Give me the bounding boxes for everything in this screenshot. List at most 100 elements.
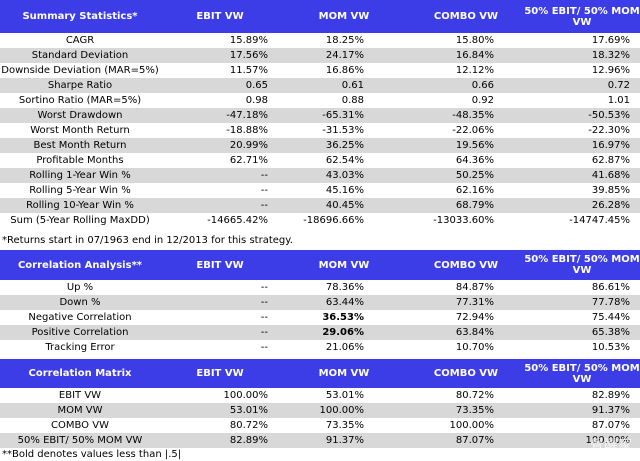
table-row: Profitable Months 62.71% 62.54% 64.36% 62.87… [0,153,640,168]
table-cell: -- [260,342,268,353]
table-cell: 91.37% [591,405,630,416]
table-row: 50% EBIT/ 50% MOM VW 82.89% 91.37% 87.07% 10… [0,433,640,448]
matrix-header-mom: MOM VW [318,368,370,379]
table-cell: 78.36% [325,282,364,293]
row-label: Down % [59,297,101,308]
row-label: MOM VW [57,405,103,416]
row-label: Profitable Months [36,155,124,166]
summary-header-ebit: EBIT VW [196,11,244,22]
table-row: MOM VW 53.01% 100.00% 73.35% 91.37% [0,403,640,418]
table-cell: 0.88 [341,95,364,106]
table-row: Worst Drawdown -47.18% -65.31% -48.35% -50.5… [0,108,640,123]
table-cell: -- [260,312,268,323]
table-cell: 50.25% [455,170,494,181]
table-cell: 63.84% [455,327,494,338]
row-label: Rolling 1-Year Win % [29,170,131,181]
table-cell: 43.03% [325,170,364,181]
correlation-header-blend: 50% EBIT/ 50% MOM VW [524,254,640,276]
table-cell: 0.65 [245,80,268,91]
table-cell: -- [260,297,268,308]
matrix-header-label: Correlation Matrix [28,368,132,379]
table-row: Tracking Error -- 21.06% 10.70% 10.53% [0,340,640,355]
table-cell: -22.06% [452,125,494,136]
table-cell: 15.80% [455,35,494,46]
table-cell: 100.00% [223,390,269,401]
table-row: Worst Month Return -18.88% -31.53% -22.06% -… [0,123,640,138]
table-cell: 12.12% [455,65,494,76]
row-label: EBIT VW [58,390,102,401]
table-cell: 16.86% [325,65,364,76]
table-cell: -- [260,327,268,338]
table-cell: 40.45% [325,200,364,211]
table-cell: 91.37% [325,435,364,446]
table-row: Sharpe Ratio 0.65 0.61 0.66 0.72 [0,78,640,93]
table-cell: 73.35% [455,405,494,416]
matrix-header-combo: COMBO VW [433,368,499,379]
table-row: Negative Correlation -- 36.53% 72.94% 75.44% [0,310,640,325]
table-cell: -- [260,200,268,211]
table-row: Positive Correlation -- 29.06% 63.84% 65.38% [0,325,640,340]
table-cell: 11.57% [229,65,268,76]
table-cell: 75.44% [591,312,630,323]
row-label: Tracking Error [45,342,115,353]
table-cell: -48.35% [452,110,494,121]
summary-header-label: Summary Statistics* [22,11,138,22]
table-cell: 17.56% [229,50,268,61]
table-cell: 39.85% [591,185,630,196]
table-cell: -31.53% [322,125,364,136]
watermark-logo: 覺醒家 [590,438,632,454]
table-cell: 64.36% [455,155,494,166]
table-row: COMBO VW 80.72% 73.35% 100.00% 87.07% [0,418,640,433]
table-row: Rolling 10-Year Win % -- 40.45% 68.79% 26.28… [0,198,640,213]
row-label: Standard Deviation [31,50,129,61]
table-cell: 100.00% [319,405,365,416]
row-label: Worst Drawdown [37,110,123,121]
table-cell: 62.87% [591,155,630,166]
table-cell: -14747.45% [569,215,630,226]
table-cell: -18.88% [226,125,268,136]
table-cell: 84.87% [455,282,494,293]
correlation-matrix-table: Correlation Matrix EBIT VW MOM VW COMBO … [0,359,640,448]
correlation-header-row: Correlation Analysis** EBIT VW MOM VW CO… [0,250,640,280]
table-cell: 82.89% [591,390,630,401]
matrix-header-blend: 50% EBIT/ 50% MOM VW [524,362,640,385]
table-row: Sortino Ratio (MAR=5%) 0.98 0.88 0.92 1.01 [0,93,640,108]
matrix-header-ebit: EBIT VW [196,368,244,379]
table-cell: 100.00% [585,435,631,446]
table-cell: -22.30% [588,125,630,136]
table-cell: 41.68% [591,170,630,181]
table-cell: -- [260,170,268,181]
table-cell: 68.79% [455,200,494,211]
table-cell: 80.72% [455,390,494,401]
table-cell: 36.53% [322,312,364,323]
summary-header-mom: MOM VW [318,11,370,22]
summary-footnote: *Returns start in 07/1963 end in 12/2013… [2,235,293,246]
table-cell: 16.84% [455,50,494,61]
summary-header-row: Summary Statistics* EBIT VW MOM VW COMBO… [0,0,640,33]
table-cell: 65.38% [591,327,630,338]
row-label: 50% EBIT/ 50% MOM VW [17,435,143,446]
matrix-body: EBIT VW 100.00% 53.01% 80.72% 82.89% MOM VW 53… [0,388,640,448]
table-row: Downside Deviation (MAR=5%) 11.57% 16.86% 1… [0,63,640,78]
table-cell: 86.61% [591,282,630,293]
table-cell: 16.97% [591,140,630,151]
table-cell: 24.17% [325,50,364,61]
table-cell: -18696.66% [303,215,364,226]
table-cell: 15.89% [229,35,268,46]
table-cell: 12.96% [591,65,630,76]
summary-header-combo: COMBO VW [433,11,499,22]
table-cell: -- [260,185,268,196]
table-cell: 18.25% [325,35,364,46]
table-cell: 0.61 [341,80,364,91]
correlation-header-mom: MOM VW [318,259,370,271]
table-cell: 0.92 [471,95,494,106]
row-label: Worst Month Return [30,125,130,136]
table-cell: 77.31% [455,297,494,308]
table-cell: -50.53% [588,110,630,121]
table-cell: 73.35% [325,420,364,431]
table-row: CAGR 15.89% 18.25% 15.80% 17.69% [0,33,640,48]
correlation-body: Up % -- 78.36% 84.87% 86.61% Down % -- 63.44% 77… [0,280,640,355]
row-label: Sum (5-Year Rolling MaxDD) [10,215,150,226]
table-cell: 19.56% [455,140,494,151]
matrix-header-row: Correlation Matrix EBIT VW MOM VW COMBO … [0,359,640,388]
